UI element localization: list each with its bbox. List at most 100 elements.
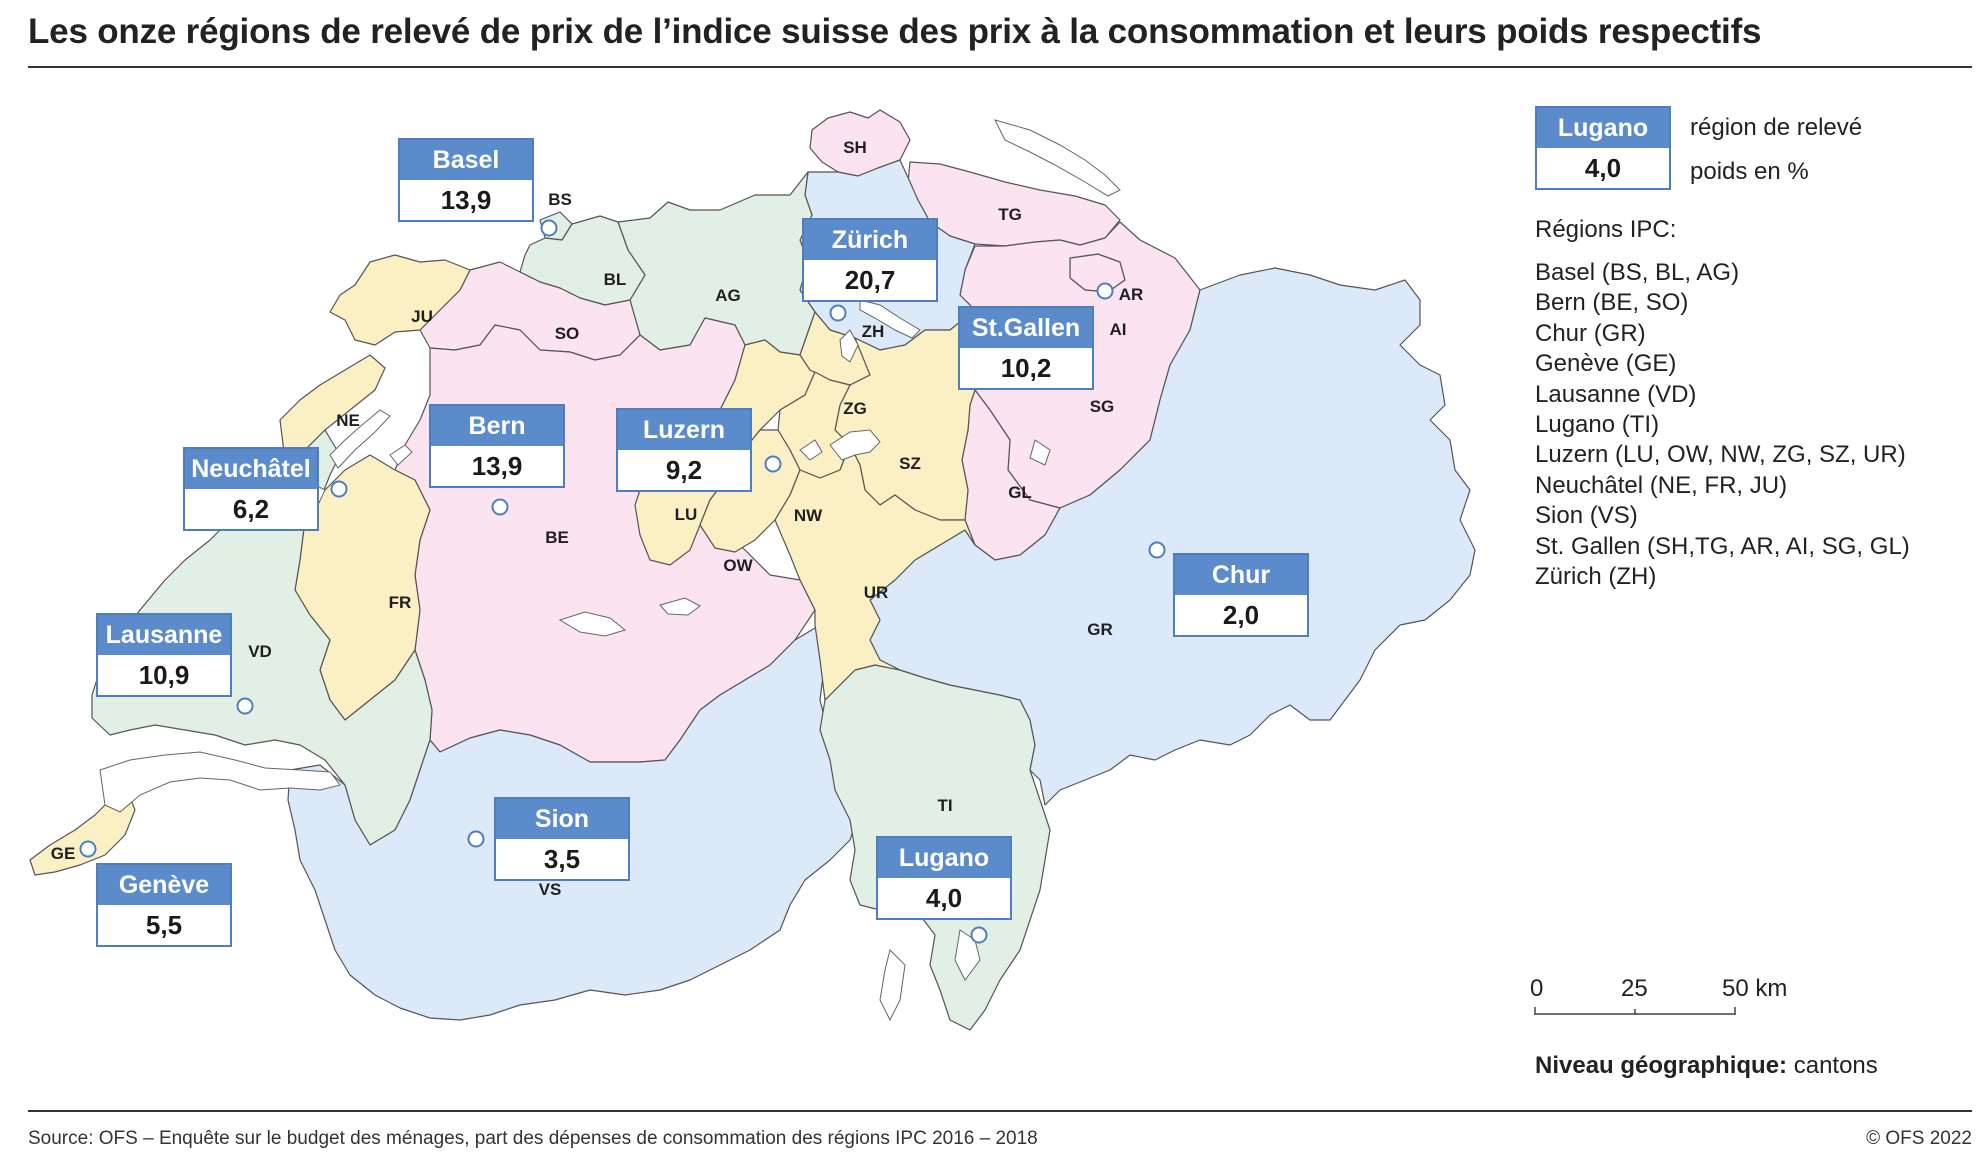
city-point [236,697,254,715]
canton-label-zh: ZH [862,322,885,341]
canton-label-nw: NW [794,506,823,525]
regions-list-item: Basel (BS, BL, AG) [1535,259,1740,286]
region-weight: 20,7 [844,265,896,295]
canton-label-ur: UR [864,583,889,602]
lakes [99,119,1121,1022]
city-point [1148,541,1166,559]
region-weight: 13,9 [471,451,523,481]
canton-label-ow: OW [723,556,753,575]
canton-label-sz: SZ [899,454,921,473]
canton-label-ju: JU [411,307,433,326]
legend-sample-region: Lugano [1537,108,1669,148]
regions-list-item: Lausanne (VD) [1535,380,1697,408]
canton-sh [809,109,911,177]
city-point [764,455,782,473]
region-box: Sion 3,5 [494,797,630,881]
region-box: Bern 13,9 [429,404,565,488]
canton-label-gl: GL [1008,483,1032,502]
region-box: Lugano 4,0 [876,836,1012,920]
lake [329,409,391,469]
canton-label-zg: ZG [843,399,867,418]
niveau-geographique: Niveau géographique: cantons [1535,1052,1878,1080]
lake [879,949,906,1022]
region-weight: 2,0 [1222,600,1260,630]
lake [859,299,921,339]
niveau-label: Niveau géographique: [1535,1052,1788,1079]
lake [1029,439,1051,466]
source-note: Source: OFS – Enquête sur le budget des … [28,1128,1038,1149]
lake [799,439,823,461]
region-name: Lugano [878,838,1010,878]
city-point [467,830,485,848]
canton-gr [869,267,1476,806]
canton-ju [329,254,471,346]
region-weight: 6,2 [232,494,270,524]
canton-label-ge: GE [51,844,76,863]
city-point [970,926,988,944]
region-box: Neuchâtel 6,2 [183,447,319,531]
region-name: Basel [400,140,532,180]
scale-label-25: 25 [1621,975,1648,1002]
scale-line [1534,1007,1736,1015]
region-weight: 10,9 [138,660,190,690]
regions-list: Basel (BS, BL, AG) Bern (BE, SO) Chur (G… [1535,258,1910,592]
city-point [491,498,509,516]
region-name: Chur [1175,555,1307,595]
region-weight: 4,0 [925,883,963,913]
region-name: Genève [98,865,230,905]
region-weight: 3,5 [543,844,581,874]
city-point [829,304,847,322]
title-rule [28,66,1972,68]
canton-label-ag: AG [715,286,741,305]
lake [839,329,859,363]
scale-label-0: 0 [1530,975,1544,1002]
region-name: Lausanne [98,615,230,655]
canton-label-ne: NE [336,411,360,430]
region-name: Neuchâtel [185,449,317,489]
canton-label-ti: TI [937,796,952,815]
canton-label-vd: VD [248,642,272,661]
region-weight: 10,2 [1000,353,1052,383]
lake [99,751,341,813]
canton-label-tg: TG [998,205,1022,224]
regions-list-item: Lugano (TI) [1535,411,1660,439]
niveau-value: cantons [1787,1052,1878,1079]
region-name: St.Gallen [960,308,1092,348]
regions-list-item: St. Gallen (SH,TG, AR, AI, SG, GL) [1535,532,1910,560]
region-weight: 9,2 [665,455,703,485]
region-box: St.Gallen 10,2 [958,306,1094,390]
regions-list-item: Chur (GR) [1535,319,1646,347]
canton-label-sh: SH [843,138,867,157]
copyright: © OFS 2022 [1866,1128,1972,1149]
canton-label-ai: AI [1110,320,1127,339]
regions-title: Régions IPC: [1535,216,1677,243]
lake [558,611,627,637]
region-box: Basel 13,9 [398,138,534,222]
region-box: Genève 5,5 [96,863,232,947]
legend-region-desc: région de relevé [1690,114,1863,141]
region-name: Zürich [804,220,936,260]
canton-ur [774,444,976,701]
legend-weight-desc: poids en % [1690,158,1809,185]
regions-list-item: Sion (VS) [1535,502,1638,530]
lake [659,597,701,616]
legend-sample-weight: 4,0 [1584,153,1622,183]
canton-label-gr: GR [1087,620,1113,639]
lake [829,429,881,461]
canton-label-be: BE [545,528,569,547]
legend-sample: Lugano 4,0 [1535,106,1671,190]
city-point [79,840,97,858]
map-title: Les onze régions de relevé de prix de l’… [28,12,1762,51]
scale-bar: 0 25 50 km [1530,975,1787,1025]
canton-ge [29,784,136,876]
region-weight: 5,5 [145,910,183,940]
city-point [330,480,348,498]
region-box: Lausanne 10,9 [96,613,232,697]
region-name: Bern [431,406,563,446]
region-box: Luzern 9,2 [616,408,752,492]
scale-label-50: 50 km [1722,975,1788,1002]
city-point [1096,282,1114,300]
regions-list-item: Neuchâtel (NE, FR, JU) [1535,471,1788,499]
canton-label-lu: LU [675,505,698,524]
canton-label-bs: BS [548,190,572,209]
